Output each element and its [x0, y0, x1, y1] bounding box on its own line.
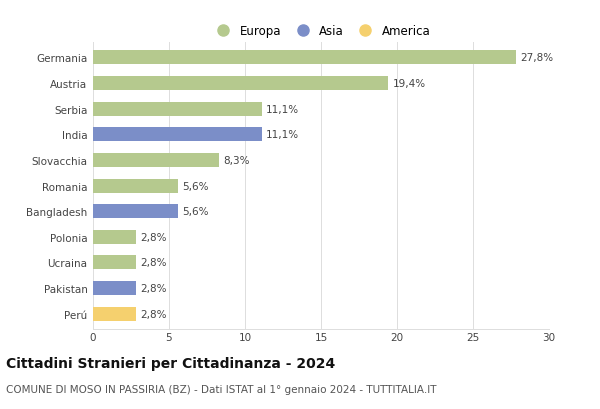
Text: COMUNE DI MOSO IN PASSIRIA (BZ) - Dati ISTAT al 1° gennaio 2024 - TUTTITALIA.IT: COMUNE DI MOSO IN PASSIRIA (BZ) - Dati I… — [6, 384, 437, 394]
Bar — [93, 77, 388, 91]
Bar — [93, 51, 515, 65]
Text: 27,8%: 27,8% — [520, 53, 553, 63]
Text: 2,8%: 2,8% — [140, 258, 167, 268]
Bar — [93, 153, 219, 168]
Text: 11,1%: 11,1% — [266, 130, 299, 140]
Text: 2,8%: 2,8% — [140, 283, 167, 293]
Text: 2,8%: 2,8% — [140, 232, 167, 242]
Text: 5,6%: 5,6% — [182, 207, 209, 217]
Text: Cittadini Stranieri per Cittadinanza - 2024: Cittadini Stranieri per Cittadinanza - 2… — [6, 356, 335, 370]
Bar — [93, 281, 136, 295]
Bar — [93, 230, 136, 244]
Text: 11,1%: 11,1% — [266, 104, 299, 115]
Bar — [93, 179, 178, 193]
Text: 2,8%: 2,8% — [140, 309, 167, 319]
Bar — [93, 102, 262, 117]
Legend: Europa, Asia, America: Europa, Asia, America — [207, 20, 435, 43]
Text: 19,4%: 19,4% — [392, 79, 425, 89]
Bar — [93, 307, 136, 321]
Bar — [93, 204, 178, 219]
Text: 8,3%: 8,3% — [224, 155, 250, 166]
Bar — [93, 256, 136, 270]
Text: 5,6%: 5,6% — [182, 181, 209, 191]
Bar — [93, 128, 262, 142]
